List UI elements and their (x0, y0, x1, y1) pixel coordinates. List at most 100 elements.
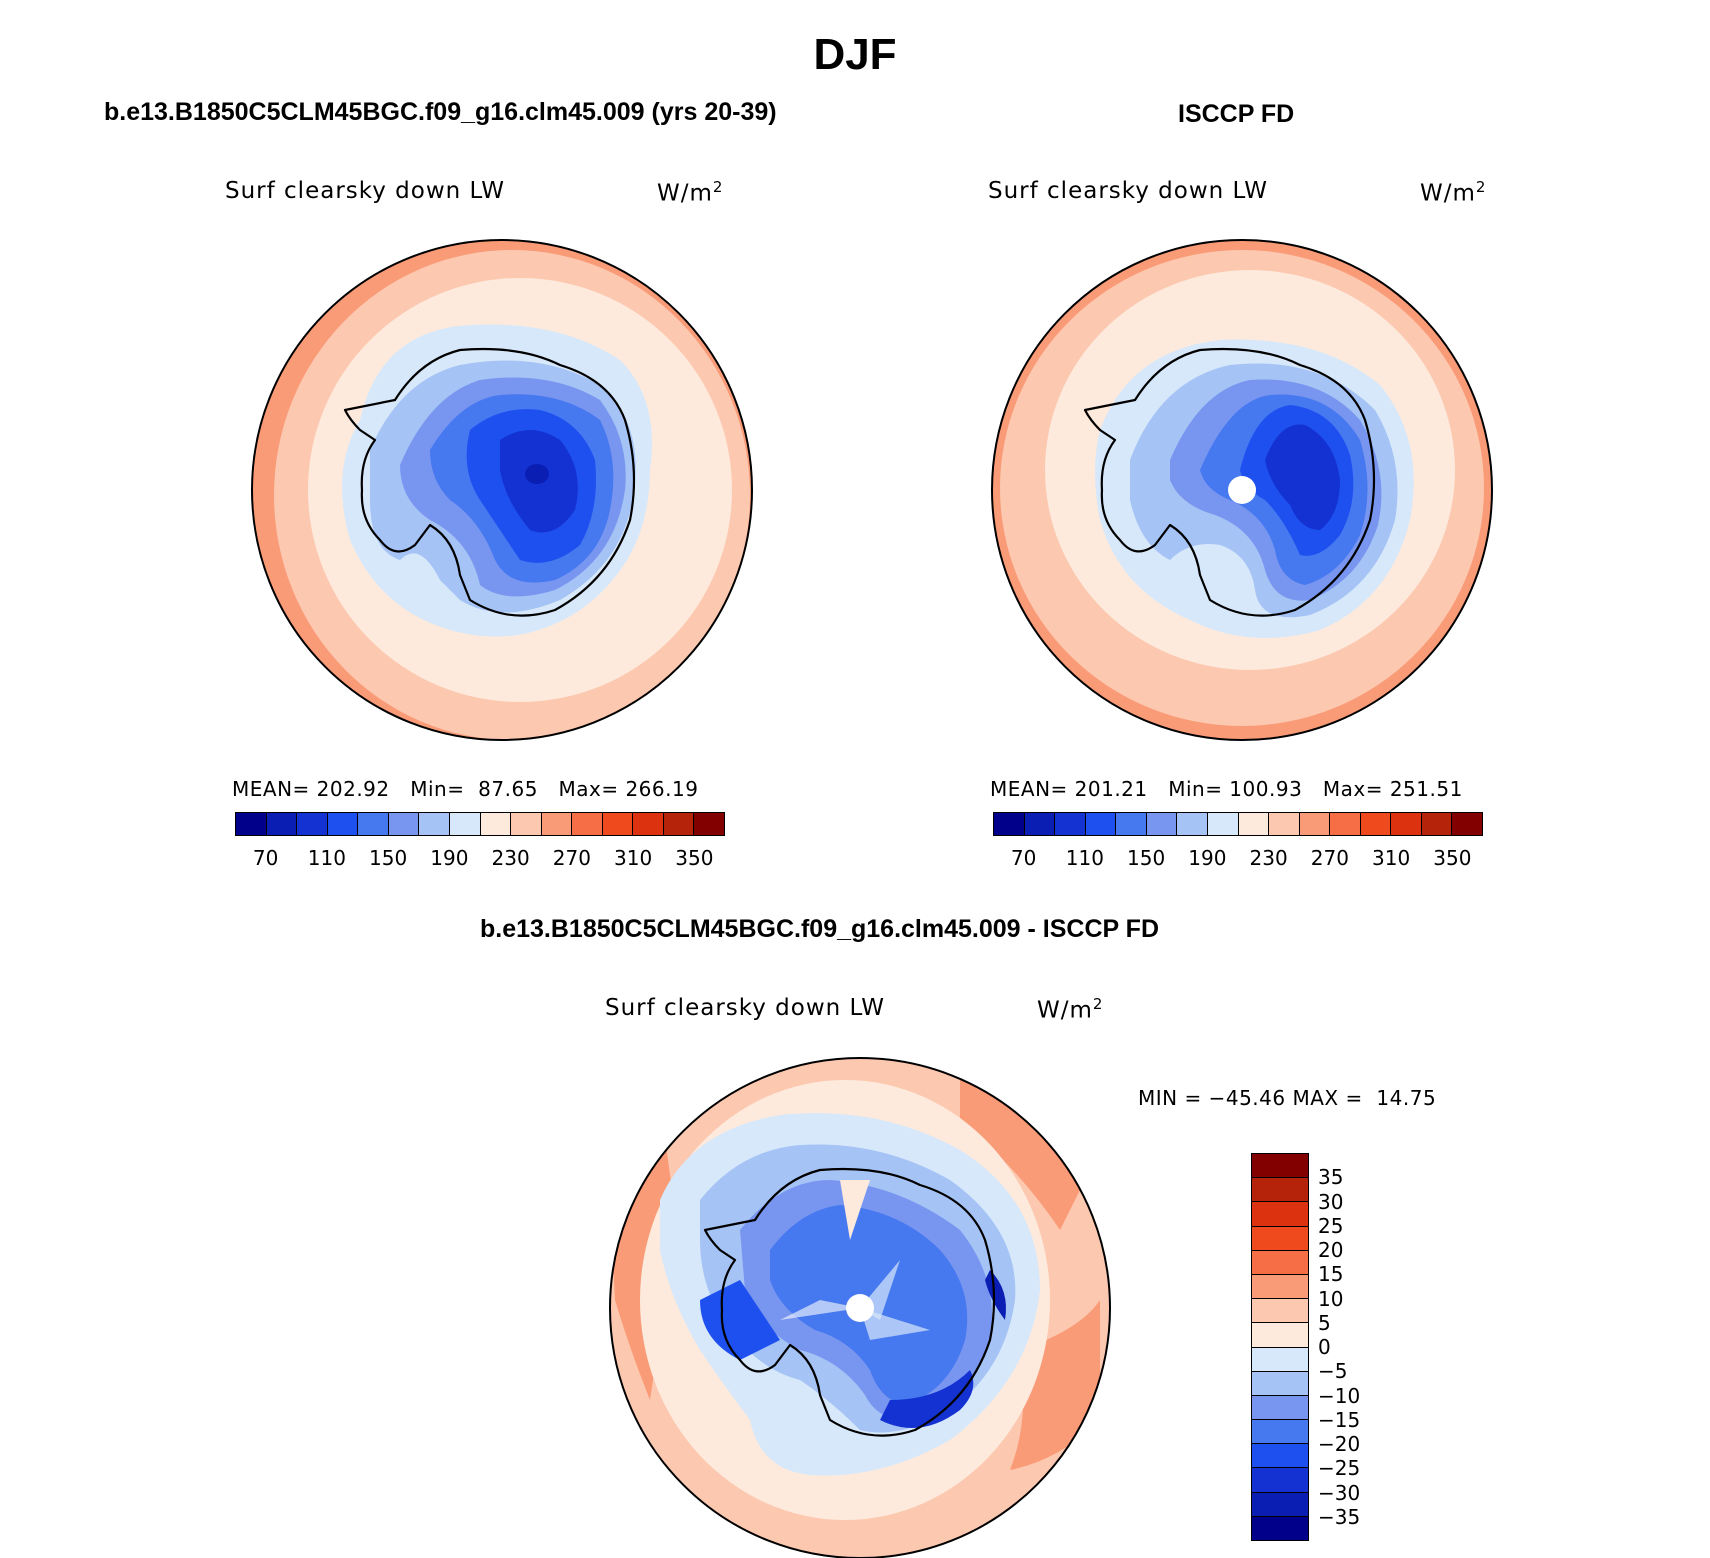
colorbar-tick-label: 15 (1318, 1262, 1344, 1287)
colorbar-tick-label: 20 (1318, 1238, 1344, 1262)
colorbar-swatch (236, 813, 267, 835)
colorbar-tick-label: 25 (1318, 1213, 1344, 1238)
panel-title-diff: b.e13.B1850C5CLM45BGC.f09_g16.clm45.009 … (480, 915, 1160, 943)
colorbar-swatch (358, 813, 389, 835)
colorbar-swatch (1252, 1226, 1308, 1251)
variable-label-obs: Surf clearsky down LW (988, 178, 1268, 204)
colorbar-tick-label: 150 (369, 846, 408, 870)
colorbar-swatch (1252, 1323, 1308, 1348)
colorbar-tick-label: −30 (1318, 1480, 1361, 1505)
colorbar-swatch (1252, 1420, 1308, 1445)
units-label-model: W/m2 (657, 178, 724, 207)
colorbar-swatch (1360, 813, 1392, 835)
colorbar-tick-label: 270 (1310, 846, 1349, 870)
colorbar-tick-label: 270 (552, 846, 591, 870)
colorbar-tick-label: 110 (307, 846, 346, 870)
variable-label-diff: Surf clearsky down LW (605, 995, 885, 1021)
stats-obs: MEAN= 201.21 Min= 100.93 Max= 251.51 (990, 777, 1463, 801)
colorbar-ticks-obs: 70 110 150 190 230 270 310 350 (993, 846, 1483, 872)
colorbar-tick-label: 10 (1318, 1286, 1344, 1311)
page-title: DJF (813, 30, 897, 79)
colorbar-swatch (480, 813, 512, 835)
colorbar-swatch (994, 813, 1025, 835)
colorbar-tick-label: 30 (1318, 1189, 1344, 1214)
stats-model: MEAN= 202.92 Min= 87.65 Max= 266.19 (232, 777, 699, 801)
colorbar-tick-label: 190 (430, 846, 469, 870)
colorbar-swatch (1299, 813, 1331, 835)
colorbar-swatch (1116, 813, 1147, 835)
colorbar-tick-label: 5 (1318, 1310, 1331, 1335)
colorbar-swatch (1252, 1274, 1308, 1300)
variable-label-model: Surf clearsky down LW (225, 178, 505, 204)
units-label-obs: W/m2 (1420, 178, 1487, 207)
colorbar-swatch (1085, 813, 1117, 835)
colorbar-swatch (388, 813, 420, 835)
colorbar-tick-label: −5 (1318, 1359, 1348, 1384)
colorbar-swatch (1252, 1202, 1308, 1227)
colorbar-swatch (1252, 1299, 1308, 1324)
panel-title-obs: ISCCP FD (1178, 100, 1295, 128)
colorbar-diff (1251, 1153, 1309, 1541)
colorbar-swatch (449, 813, 481, 835)
colorbar-swatch (1207, 813, 1239, 835)
colorbar-swatch (297, 813, 328, 835)
colorbar-obs (993, 812, 1483, 836)
colorbar-tick-label: −10 (1318, 1383, 1361, 1408)
colorbar-tick-label: 35 (1318, 1165, 1344, 1190)
colorbar-ticks-model: 70 110 150 190 230 270 310 350 (235, 846, 725, 872)
colorbar-swatch (1252, 1178, 1308, 1203)
colorbar-swatch (1177, 813, 1208, 835)
colorbar-tick-label: 0 (1318, 1335, 1331, 1359)
colorbar-swatch (1252, 1154, 1308, 1179)
colorbar-swatch (419, 813, 450, 835)
colorbar-tick-label: 230 (491, 846, 530, 870)
colorbar-tick-label: 310 (1372, 846, 1411, 870)
colorbar-swatch (1252, 1444, 1308, 1469)
colorbar-swatch (1024, 813, 1056, 835)
colorbar-swatch (1252, 1371, 1308, 1396)
colorbar-tick-label: 190 (1188, 846, 1227, 870)
colorbar-swatch (1330, 813, 1361, 835)
units-label-diff: W/m2 (1037, 995, 1104, 1024)
panel-title-model: b.e13.B1850C5CLM45BGC.f09_g16.clm45.009 … (104, 98, 777, 126)
colorbar-swatch (633, 813, 664, 835)
colorbar-swatch (1252, 1347, 1308, 1372)
colorbar-swatch (327, 813, 359, 835)
colorbar-swatch (1252, 1250, 1308, 1275)
colorbar-model (235, 812, 725, 836)
colorbar-swatch (541, 813, 573, 835)
colorbar-tick-label: −15 (1318, 1407, 1361, 1432)
colorbar-swatch (1269, 813, 1300, 835)
colorbar-tick-label: −25 (1318, 1456, 1361, 1481)
colorbar-swatch (1452, 813, 1482, 835)
colorbar-tick-label: −35 (1318, 1504, 1361, 1529)
colorbar-swatch (266, 813, 298, 835)
colorbar-swatch (1055, 813, 1086, 835)
colorbar-tick-label: 350 (1433, 846, 1472, 870)
colorbar-swatch (1252, 1468, 1308, 1493)
colorbar-swatch (663, 813, 695, 835)
colorbar-tick-label: 230 (1249, 846, 1288, 870)
colorbar-swatch (1252, 1516, 1308, 1540)
stats-diff: MIN = −45.46 MAX = 14.75 (1138, 1086, 1437, 1110)
colorbar-ticks-diff: 35 30 25 20 15 10 5 0 −5 −10 −15 −20 −25 −30 −35 (1318, 1153, 1398, 1541)
colorbar-swatch (694, 813, 724, 835)
colorbar-swatch (602, 813, 634, 835)
colorbar-tick-label: −20 (1318, 1432, 1361, 1456)
colorbar-swatch (1252, 1492, 1308, 1517)
colorbar-tick-label: 70 (252, 846, 279, 870)
colorbar-swatch (1252, 1395, 1308, 1421)
colorbar-tick-label: 310 (614, 846, 653, 870)
colorbar-swatch (572, 813, 603, 835)
colorbar-tick-label: 70 (1010, 846, 1037, 870)
colorbar-swatch (1391, 813, 1422, 835)
colorbar-swatch (511, 813, 542, 835)
colorbar-tick-label: 350 (675, 846, 714, 870)
colorbar-tick-label: 110 (1065, 846, 1104, 870)
colorbar-swatch (1146, 813, 1178, 835)
colorbar-swatch (1421, 813, 1453, 835)
colorbar-swatch (1238, 813, 1270, 835)
